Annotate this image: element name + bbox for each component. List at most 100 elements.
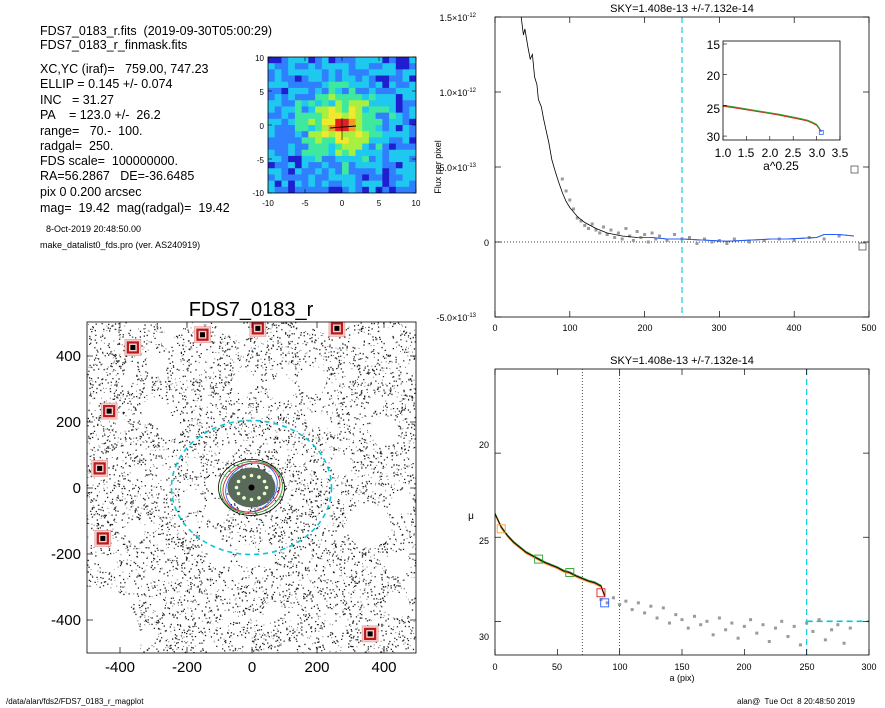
heatmap-cell xyxy=(321,162,330,169)
heatmap-cell xyxy=(281,168,289,175)
heatmap-cell xyxy=(274,69,282,77)
heatmap-cell xyxy=(355,180,363,188)
mu-xtick-7: 300 xyxy=(861,662,876,672)
img-xtick-4: 200 xyxy=(304,659,329,676)
thumbnail-ticks xyxy=(267,56,417,194)
heatmap-cell xyxy=(268,69,276,77)
heatmap-cell xyxy=(395,186,404,193)
masked-blob xyxy=(160,333,175,348)
heatmap-cell xyxy=(395,106,404,114)
img-xtick-2: -200 xyxy=(172,659,202,676)
heatmap-cell xyxy=(328,94,336,101)
heatmap-cell xyxy=(395,69,404,77)
mu-point xyxy=(786,634,790,638)
flux-point xyxy=(665,239,669,242)
heatmap-cell xyxy=(328,69,336,77)
flux-point xyxy=(695,242,699,245)
mask-core xyxy=(100,535,106,541)
mu-point xyxy=(624,599,628,603)
heatmap-cell xyxy=(362,57,370,64)
heatmap-cell xyxy=(362,137,370,145)
heatmap-cell xyxy=(268,137,276,145)
heatmap-cell xyxy=(375,112,383,120)
heatmap-cell xyxy=(382,100,390,107)
flux-point xyxy=(631,239,635,242)
heatmap-cell xyxy=(402,106,410,114)
heatmap-cell xyxy=(308,69,316,77)
flux-point xyxy=(687,236,691,239)
inset-xtick-2: 1.5 xyxy=(738,146,755,160)
heatmap-cell xyxy=(335,69,343,77)
mu-point xyxy=(730,621,734,625)
heatmap-cell xyxy=(288,94,296,101)
heatmap-cell xyxy=(348,106,356,114)
heatmap-cell xyxy=(409,57,416,64)
heatmap-cell xyxy=(368,106,377,114)
heatmap-cell xyxy=(402,137,410,145)
heatmap-cell xyxy=(368,137,377,145)
heatmap-cell xyxy=(294,137,303,145)
heatmap-cell xyxy=(368,143,377,151)
heatmap-cell xyxy=(409,112,416,120)
heatmap-cell xyxy=(355,125,363,132)
heatmap-cell xyxy=(335,168,343,175)
mask-box xyxy=(93,462,106,475)
flux-ytick-5: -5.0×10-13 xyxy=(437,313,477,323)
heatmap-cell xyxy=(362,87,370,95)
heatmap-cell xyxy=(308,87,316,95)
heatmap-cell xyxy=(308,100,316,107)
heatmap-cell xyxy=(355,69,363,77)
heatmap-cell xyxy=(355,112,363,120)
masked-blob xyxy=(390,507,402,518)
masked-blob xyxy=(405,363,416,375)
heatmap-cell xyxy=(409,168,416,175)
heatmap-cell xyxy=(362,168,370,175)
info-line-4: ELLIP = 0.145 +/- 0.074 xyxy=(40,77,173,91)
masked-blob xyxy=(370,415,399,445)
flux-plot-area xyxy=(495,17,869,317)
img-xtick-1: -400 xyxy=(105,659,135,676)
heatmap-cell xyxy=(274,94,282,101)
heatmap-cell xyxy=(342,149,350,157)
mask-core xyxy=(106,408,112,414)
image-ticks xyxy=(87,322,416,653)
masked-blob xyxy=(245,580,251,586)
heatmap-cell xyxy=(301,168,309,175)
heatmap-cell xyxy=(375,81,383,89)
galaxy-center xyxy=(248,484,255,491)
heatmap-cell xyxy=(402,149,410,157)
heatmap-cell xyxy=(368,94,377,101)
heatmap-cell xyxy=(342,69,350,77)
masked-blob xyxy=(280,463,285,468)
heatmap-cell xyxy=(294,63,303,70)
heatmap-cell xyxy=(308,149,316,157)
heatmap-cell xyxy=(362,63,370,70)
flux-point xyxy=(583,224,587,227)
heatmap-cell xyxy=(328,75,336,83)
mu-frame xyxy=(494,368,870,656)
heatmap-cell xyxy=(288,186,296,193)
heatmap-cell xyxy=(294,155,303,163)
heatmap-cell xyxy=(308,81,316,89)
heatmap-cell xyxy=(382,168,390,175)
heatmap-cell xyxy=(355,168,363,175)
flux-point xyxy=(613,236,617,239)
masked-blob xyxy=(273,354,283,364)
mu-ticks xyxy=(494,369,870,655)
flux-point xyxy=(601,225,605,229)
heatmap-cell xyxy=(281,81,289,89)
heatmap-cell xyxy=(328,149,336,157)
heatmap-cell xyxy=(402,143,410,151)
heatmap-cell xyxy=(355,137,363,145)
heatmap-cell xyxy=(288,162,296,169)
heatmap-cell xyxy=(375,137,383,145)
heatmap-cell xyxy=(348,162,356,169)
heatmap-cell xyxy=(348,81,356,89)
heatmap-cell xyxy=(315,155,323,163)
masked-blob xyxy=(187,457,201,471)
masked-blob xyxy=(297,322,308,332)
star-mask-boxes xyxy=(91,322,379,643)
masked-blob xyxy=(316,512,331,527)
heatmap-cell xyxy=(301,155,309,163)
heatmap-cell xyxy=(315,180,323,188)
